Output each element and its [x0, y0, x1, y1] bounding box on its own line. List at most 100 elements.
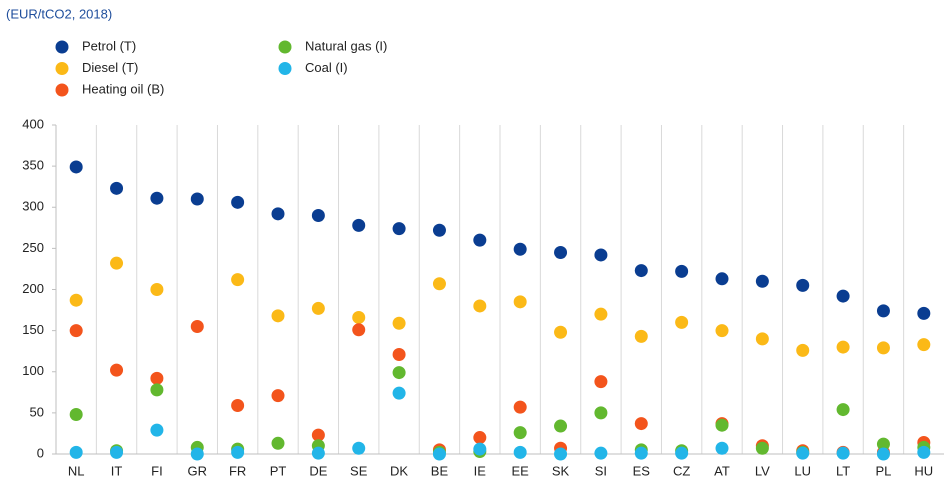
legend-marker	[55, 83, 69, 97]
data-point	[311, 301, 325, 315]
legend-marker	[55, 40, 69, 54]
data-point	[392, 386, 406, 400]
data-point	[634, 446, 648, 460]
data-point	[271, 436, 285, 450]
x-tick-label: LT	[836, 463, 850, 478]
y-tick-label: 50	[30, 404, 44, 419]
data-point	[513, 242, 527, 256]
x-tick-label: BE	[431, 463, 449, 478]
data-point	[392, 316, 406, 330]
data-point	[110, 256, 124, 270]
data-point	[352, 218, 366, 232]
x-tick-label: NL	[68, 463, 85, 478]
x-tick-label: EE	[512, 463, 530, 478]
data-point	[715, 441, 729, 455]
data-point	[554, 325, 568, 339]
data-point	[311, 428, 325, 442]
data-point	[554, 419, 568, 433]
x-tick-label: SI	[595, 463, 607, 478]
x-tick-label: ES	[633, 463, 651, 478]
data-point	[594, 248, 608, 262]
data-point	[110, 445, 124, 459]
data-point	[69, 160, 83, 174]
data-point	[513, 445, 527, 459]
data-point	[917, 445, 931, 459]
x-tick-label: IT	[111, 463, 123, 478]
data-point	[755, 332, 769, 346]
legend-label: Natural gas (I)	[305, 38, 387, 53]
x-tick-label: GR	[188, 463, 208, 478]
y-tick-label: 350	[22, 158, 44, 173]
x-tick-label: SE	[350, 463, 368, 478]
data-point	[190, 447, 204, 461]
legend-label: Petrol (T)	[82, 38, 136, 53]
data-point	[432, 447, 446, 461]
x-tick-label: LU	[794, 463, 811, 478]
data-point	[796, 446, 810, 460]
data-point	[352, 310, 366, 324]
x-tick-label: IE	[474, 463, 487, 478]
y-tick-label: 200	[22, 281, 44, 296]
x-tick-label: HU	[914, 463, 933, 478]
chart-subtitle: (EUR/tCO2, 2018)	[6, 6, 112, 21]
data-point	[473, 431, 487, 445]
data-point	[392, 222, 406, 236]
data-point	[836, 340, 850, 354]
data-point	[231, 398, 245, 412]
x-tick-label: DK	[390, 463, 408, 478]
data-point	[392, 347, 406, 361]
data-point	[554, 245, 568, 259]
data-point	[69, 293, 83, 307]
data-point	[675, 264, 689, 278]
y-tick-label: 400	[22, 116, 44, 131]
data-point	[715, 272, 729, 286]
x-tick-label: FI	[151, 463, 163, 478]
data-point	[836, 403, 850, 417]
data-point	[150, 383, 164, 397]
data-point	[634, 264, 648, 278]
data-point	[675, 315, 689, 329]
data-point	[271, 389, 285, 403]
data-point	[231, 273, 245, 287]
data-point	[836, 446, 850, 460]
data-point	[755, 274, 769, 288]
data-point	[392, 366, 406, 380]
data-point	[796, 278, 810, 292]
data-point	[876, 304, 890, 318]
data-point	[715, 418, 729, 432]
data-point	[190, 320, 204, 334]
data-point	[271, 309, 285, 323]
data-point	[513, 295, 527, 309]
data-point	[150, 283, 164, 296]
legend-marker	[278, 62, 292, 75]
data-point	[715, 324, 729, 338]
data-point	[594, 446, 608, 460]
legend-label: Coal (I)	[305, 60, 348, 75]
data-point	[311, 446, 325, 460]
legend-label: Heating oil (B)	[82, 81, 164, 96]
data-point	[755, 441, 769, 455]
data-point	[473, 233, 487, 247]
x-tick-label: SK	[552, 463, 570, 478]
y-tick-label: 150	[22, 322, 44, 337]
data-point	[432, 277, 446, 291]
data-point	[352, 323, 366, 337]
data-point	[594, 406, 608, 420]
data-point	[352, 441, 366, 455]
x-tick-label: AT	[714, 463, 730, 478]
data-point	[69, 445, 83, 459]
data-point	[675, 446, 689, 460]
data-point	[110, 363, 124, 377]
data-point	[271, 207, 285, 221]
data-point	[150, 423, 164, 437]
x-tick-label: PL	[876, 463, 892, 478]
legend-marker	[55, 62, 69, 75]
data-point	[513, 426, 527, 440]
data-point	[554, 447, 568, 461]
y-tick-label: 250	[22, 240, 44, 255]
data-point	[473, 442, 487, 456]
data-point	[876, 447, 890, 461]
data-point	[634, 417, 648, 431]
data-point	[110, 181, 124, 195]
y-tick-label: 100	[22, 363, 44, 378]
